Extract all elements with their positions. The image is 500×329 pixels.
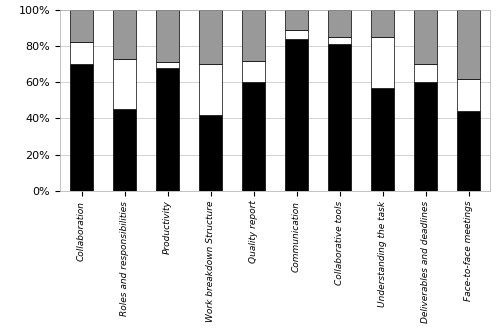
Bar — [456, 10, 480, 79]
Bar — [414, 82, 438, 191]
Bar — [328, 44, 351, 191]
Bar — [156, 63, 180, 68]
Bar — [198, 115, 222, 191]
Bar — [112, 59, 136, 109]
Bar — [242, 82, 266, 191]
Bar — [456, 111, 480, 191]
Bar — [370, 10, 394, 37]
Bar — [156, 68, 180, 191]
Bar — [156, 10, 180, 63]
Bar — [284, 10, 308, 30]
Bar — [414, 10, 438, 64]
Bar — [242, 10, 266, 61]
Bar — [328, 10, 351, 37]
Bar — [370, 88, 394, 191]
Bar — [328, 37, 351, 44]
Bar — [112, 10, 136, 59]
Bar — [284, 30, 308, 39]
Bar — [70, 10, 94, 42]
Bar — [284, 39, 308, 191]
Bar — [370, 37, 394, 88]
Bar — [414, 64, 438, 82]
Legend: Positive, Neutral, Negative: Positive, Neutral, Negative — [168, 327, 382, 329]
Bar — [70, 64, 94, 191]
Bar — [198, 64, 222, 115]
Bar — [198, 10, 222, 64]
Bar — [112, 109, 136, 191]
Bar — [242, 61, 266, 82]
Bar — [456, 79, 480, 111]
Bar — [70, 42, 94, 64]
